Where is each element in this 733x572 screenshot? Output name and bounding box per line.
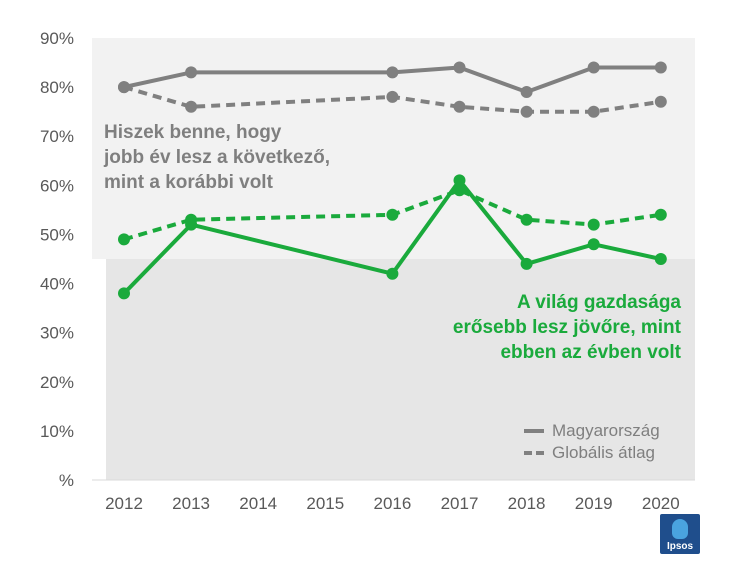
data-point-gray-global <box>118 81 130 94</box>
data-point-green-global <box>386 208 399 221</box>
data-point-green-global <box>453 184 466 197</box>
plot-background-lower <box>106 259 695 480</box>
x-axis-ticks: 2012 2013 2014 2015 2016 2017 2018 2019 2020 <box>105 494 680 513</box>
y-tick-label: 90% <box>40 29 74 48</box>
y-axis-ticks: 90% 80% 70% 60% 50% 40% 30% 20% 10%% <box>40 29 74 490</box>
y-tick-label: 40% <box>40 275 74 294</box>
data-point-gray-global <box>386 90 399 103</box>
data-point-gray-global <box>520 105 533 118</box>
data-point-gray-global <box>185 100 198 113</box>
data-point-green-hungary <box>453 174 466 187</box>
data-point-gray-global <box>654 95 667 108</box>
data-point-green-global <box>587 218 600 231</box>
data-point-gray-global <box>587 105 600 118</box>
data-point-green-hungary <box>587 238 600 251</box>
y-tick-label: 20% <box>40 373 74 392</box>
legend-swatch-dashed <box>524 451 544 455</box>
y-tick-label: 70% <box>40 127 74 146</box>
series-layer <box>118 61 667 300</box>
legend-label-solid: Magyarország <box>552 421 660 440</box>
ipsos-logo-icon <box>672 519 688 539</box>
legend-item-solid: Magyarország <box>524 420 660 442</box>
annotation-optimism: Hiszek benne, hogy jobb év lesz a követk… <box>104 120 330 195</box>
y-tick-label: 80% <box>40 78 74 97</box>
x-tick-label: 2012 <box>105 494 143 513</box>
annotation-optimism-line-1: Hiszek benne, hogy <box>104 122 282 143</box>
x-tick-label: 2014 <box>239 494 277 513</box>
data-point-green-hungary <box>118 287 130 300</box>
legend-item-dashed: Globális átlag <box>524 442 660 464</box>
data-point-gray-hungary <box>654 61 667 74</box>
y-tick-label: 50% <box>40 225 74 244</box>
x-tick-label: 2017 <box>441 494 479 513</box>
data-point-gray-hungary <box>587 61 600 74</box>
y-tick-label: 60% <box>40 176 74 195</box>
data-point-green-hungary <box>520 257 533 270</box>
data-point-gray-global <box>453 100 466 113</box>
data-point-green-global <box>185 213 198 226</box>
legend-label-dashed: Globális átlag <box>552 443 656 462</box>
data-point-gray-hungary <box>386 66 399 79</box>
annotation-economy: A világ gazdasága erősebb lesz jövőre, m… <box>453 290 681 365</box>
y-tick-label: 10% <box>40 422 74 441</box>
y-tick-label: 30% <box>40 324 74 343</box>
legend: Magyarország Globális átlag <box>524 420 660 464</box>
annotation-optimism-line-2: jobb év lesz a következő, <box>104 147 330 168</box>
data-point-green-global <box>520 213 533 226</box>
x-tick-label: 2020 <box>642 494 680 513</box>
data-point-gray-hungary <box>185 66 198 79</box>
ipsos-logo: Ipsos <box>660 514 700 554</box>
annotation-economy-line-1: A világ gazdasága <box>516 292 681 313</box>
x-tick-label: 2016 <box>373 494 411 513</box>
data-point-green-hungary <box>654 253 667 265</box>
data-point-gray-hungary <box>453 61 466 74</box>
data-point-green-global <box>118 233 130 246</box>
x-tick-label: 2018 <box>508 494 546 513</box>
annotation-optimism-line-3: mint a korábbi volt <box>104 172 273 193</box>
y-tick-label: % <box>59 471 74 490</box>
annotation-economy-line-3: ebben az évben volt <box>500 342 681 363</box>
data-point-gray-hungary <box>520 86 533 98</box>
ipsos-logo-text: Ipsos <box>666 541 694 552</box>
data-point-green-global <box>654 208 667 221</box>
annotation-economy-line-2: erősebb lesz jövőre, mint <box>452 317 681 338</box>
legend-swatch-solid <box>524 429 544 433</box>
x-tick-label: 2013 <box>172 494 210 513</box>
data-point-green-hungary <box>386 267 399 280</box>
x-tick-label: 2019 <box>575 494 613 513</box>
x-tick-label: 2015 <box>306 494 344 513</box>
